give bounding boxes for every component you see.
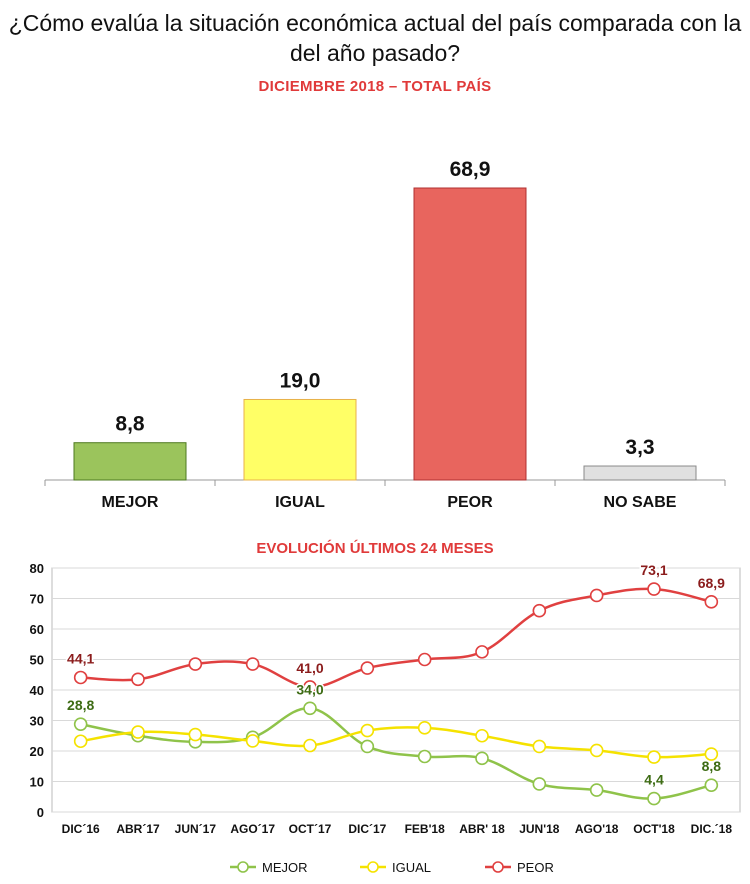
point-mejor — [589, 783, 604, 797]
y-tick-label: 70 — [30, 592, 44, 607]
point-igual — [417, 721, 432, 735]
point-igual — [589, 743, 604, 758]
data-label: 34,0 — [296, 681, 323, 697]
point-peor — [360, 661, 375, 675]
bar-value-label: 8,8 — [115, 413, 145, 436]
point-igual — [303, 738, 317, 753]
point-mejor — [73, 717, 88, 731]
point-peor — [647, 582, 661, 596]
y-tick-label: 0 — [37, 805, 44, 820]
bar-category-label: PEOR — [447, 494, 493, 511]
x-tick-label: DIC´17 — [348, 822, 386, 836]
bar-mejor — [73, 442, 187, 481]
bar-chart-title: DICIEMBRE 2018 – TOTAL PAÍS — [258, 78, 492, 95]
x-tick-label: ABR´17 — [116, 822, 160, 836]
y-tick-label: 20 — [30, 744, 44, 759]
point-igual — [360, 723, 375, 738]
bar-category-label: NO SABE — [604, 494, 677, 511]
x-tick-label: ABR' 18 — [459, 822, 505, 836]
point-peor — [475, 645, 489, 659]
legend-label: MEJOR — [262, 860, 308, 875]
x-tick-label: JUN'18 — [519, 822, 560, 836]
data-label: 68,9 — [698, 575, 725, 591]
y-tick-label: 60 — [30, 622, 44, 637]
point-igual — [73, 734, 88, 749]
y-tick-label: 10 — [30, 775, 44, 790]
data-label: 41,0 — [296, 660, 323, 676]
x-tick-label: AGO´17 — [230, 822, 275, 836]
x-tick-label: AGO'18 — [575, 822, 619, 836]
x-tick-label: FEB'18 — [405, 822, 446, 836]
data-label: 44,1 — [67, 650, 94, 666]
point-peor — [704, 595, 719, 609]
y-tick-label: 80 — [30, 561, 44, 576]
bar-value-label: 3,3 — [625, 436, 654, 459]
point-peor — [589, 588, 604, 603]
point-igual — [131, 725, 145, 739]
x-tick-label: JUN´17 — [175, 822, 217, 836]
legend-label: PEOR — [517, 860, 554, 875]
legend-swatch-marker — [367, 861, 379, 873]
point-mejor — [417, 749, 432, 764]
x-tick-label: DIC.´18 — [691, 822, 733, 836]
page-title: ¿Cómo evalúa la situación económica actu… — [8, 10, 742, 66]
point-igual — [245, 734, 260, 748]
x-tick-label: OCT'18 — [633, 822, 675, 836]
point-mejor — [647, 791, 661, 806]
line-chart-title: EVOLUCIÓN ÚLTIMOS 24 MESES — [256, 540, 494, 557]
point-igual — [704, 747, 719, 761]
point-igual — [475, 728, 489, 743]
point-mejor — [360, 739, 375, 754]
point-peor — [245, 657, 260, 671]
data-label: 4,4 — [644, 772, 664, 788]
legend-swatch-marker — [237, 861, 249, 873]
y-tick-label: 50 — [30, 653, 44, 668]
point-mejor — [704, 778, 719, 792]
point-igual — [647, 750, 661, 764]
bar-no-sabe — [583, 465, 697, 481]
bar-value-label: 19,0 — [280, 369, 321, 392]
point-mejor — [532, 777, 547, 791]
data-label: 8,8 — [702, 758, 722, 774]
point-igual — [532, 739, 547, 754]
data-label: 73,1 — [640, 562, 667, 578]
x-tick-label: OCT´17 — [289, 822, 332, 836]
bar-chart: 8,8 MEJOR 19,0 IGUAL 68,9 PEOR 3,3 NO SABE — [44, 158, 726, 511]
point-peor — [303, 680, 317, 694]
y-tick-label: 40 — [30, 683, 44, 698]
bar-peor — [413, 187, 527, 481]
point-peor — [131, 672, 145, 687]
data-label: 28,8 — [67, 697, 94, 713]
x-tick-label: DIC´16 — [62, 822, 100, 836]
bar-igual — [243, 398, 357, 481]
bar-category-label: IGUAL — [275, 494, 325, 511]
point-peor — [188, 657, 203, 671]
point-igual — [188, 727, 203, 742]
point-mejor — [475, 751, 489, 766]
point-mejor — [303, 701, 317, 716]
point-peor — [417, 652, 432, 667]
legend-label: IGUAL — [392, 860, 431, 875]
bar-category-label: MEJOR — [102, 494, 159, 511]
legend-swatch-marker — [492, 861, 504, 873]
bar-value-label: 68,9 — [450, 158, 491, 181]
point-peor — [73, 670, 88, 685]
point-peor — [532, 603, 547, 618]
y-tick-label: 30 — [30, 714, 44, 729]
